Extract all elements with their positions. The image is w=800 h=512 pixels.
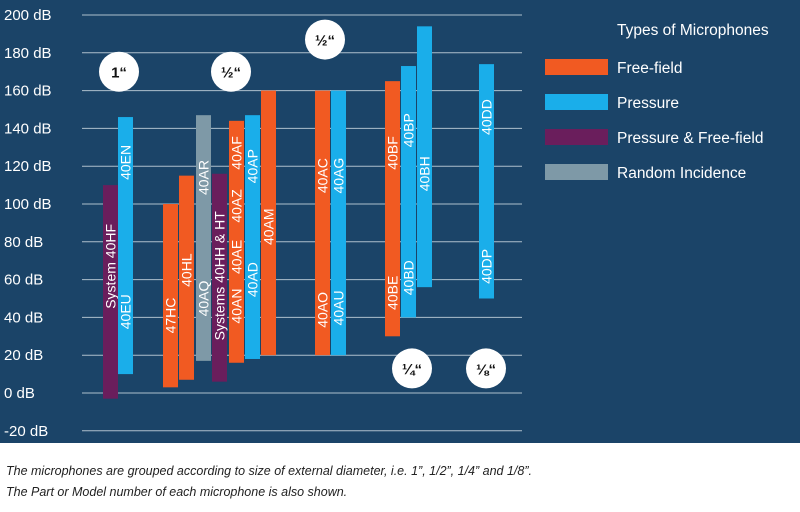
bar-40be bbox=[385, 81, 400, 337]
bar-label-40ap: 40AP bbox=[245, 149, 261, 183]
y-tick-label: 40 dB bbox=[4, 309, 43, 326]
bar-label-40au: 40AU bbox=[331, 290, 347, 325]
caption-line-2: The Part or Model number of each microph… bbox=[6, 485, 348, 499]
y-tick-label: 120 dB bbox=[4, 158, 52, 175]
bar-label-40ar: 40AR bbox=[196, 160, 212, 195]
bar-label-systems-40hh-ht: Systems 40HH & HT bbox=[212, 211, 228, 341]
bar-label-40ao: 40AO bbox=[315, 292, 331, 328]
bar-label-47hc: 47HC bbox=[163, 298, 179, 334]
size-badge-label: ¼“ bbox=[402, 361, 422, 378]
legend-label-random-incidence: Random Incidence bbox=[617, 165, 746, 182]
bar-40bd bbox=[401, 66, 416, 318]
chart-panel: 200 dB 180 dB 160 dB 140 dB 120 dB 100 dB 80 d… bbox=[0, 0, 800, 443]
bar-label-40bd: 40BD bbox=[401, 260, 417, 295]
legend-swatch-random-incidence bbox=[545, 164, 608, 180]
y-tick-label: 100 dB bbox=[4, 196, 52, 213]
y-tick-label: 200 dB bbox=[4, 7, 52, 24]
size-badge bbox=[211, 51, 251, 92]
bar-label-40ac: 40AC bbox=[315, 158, 331, 193]
bar-label-40en: 40EN bbox=[118, 145, 134, 180]
bar-label-40bf: 40BF bbox=[385, 136, 401, 169]
bar-label-40an: 40AN bbox=[229, 289, 245, 324]
bar-label-system-40hf: System 40HF bbox=[103, 224, 119, 309]
legend-swatch-free-field bbox=[545, 59, 608, 75]
y-tick-label: 60 dB bbox=[4, 272, 43, 289]
bar-40ad bbox=[245, 115, 260, 359]
bar-label-40aq: 40AQ bbox=[196, 280, 212, 316]
bar-40eu bbox=[118, 117, 133, 375]
y-tick-label: 160 dB bbox=[4, 83, 52, 100]
size-badge bbox=[392, 348, 432, 389]
size-badge bbox=[99, 51, 139, 92]
y-tick-label: 180 dB bbox=[4, 45, 52, 62]
bar-40dp bbox=[479, 64, 494, 299]
caption-line-1: The microphones are grouped according to… bbox=[6, 464, 532, 478]
bar-label-40ad: 40AD bbox=[245, 262, 261, 297]
bar-label-40dp: 40DP bbox=[479, 249, 495, 284]
y-tick-label: 0 dB bbox=[4, 385, 35, 402]
bar-40an bbox=[229, 120, 244, 363]
bar-label-40az: 40AZ bbox=[229, 189, 245, 223]
bar-label-40dd: 40DD bbox=[479, 99, 495, 135]
bar-40bh bbox=[417, 26, 432, 288]
bar-label-40eu: 40EU bbox=[118, 294, 134, 329]
bar-systems-40hh-ht bbox=[212, 173, 227, 382]
bar-label-40hl: 40HL bbox=[179, 253, 195, 287]
y-tick-label: -20 dB bbox=[4, 423, 48, 440]
size-badge-label: 1“ bbox=[111, 65, 127, 82]
legend-label-pressure: Pressure bbox=[617, 95, 679, 112]
legend-swatch-pressure-free-field bbox=[545, 129, 608, 145]
size-badge-label: ½“ bbox=[315, 33, 335, 50]
bar-40am bbox=[261, 90, 276, 356]
bar-40aq bbox=[196, 115, 211, 361]
size-badge-label: ⅛“ bbox=[476, 361, 496, 378]
bar-40au bbox=[331, 90, 346, 356]
legend-label-free-field: Free-field bbox=[617, 60, 682, 77]
bar-label-40bh: 40BH bbox=[417, 156, 433, 191]
bar-40ao bbox=[315, 90, 330, 356]
y-tick-label: 80 dB bbox=[4, 234, 43, 251]
size-badge-label: ½“ bbox=[221, 65, 241, 82]
legend-swatch-pressure bbox=[545, 94, 608, 110]
legend-label-pressure-free-field: Pressure & Free-field bbox=[617, 130, 763, 147]
y-tick-label: 140 dB bbox=[4, 120, 52, 137]
size-badge bbox=[466, 348, 506, 389]
bar-label-40ae: 40AE bbox=[229, 240, 245, 274]
bar-47hc bbox=[163, 204, 178, 388]
bar-label-40am: 40AM bbox=[261, 208, 277, 245]
bar-label-40af: 40AF bbox=[229, 136, 245, 169]
bar-40hl bbox=[179, 175, 194, 380]
size-badge bbox=[305, 19, 345, 60]
legend-title: Types of Microphones bbox=[617, 22, 769, 39]
bar-system-40hf bbox=[103, 185, 118, 399]
bar-label-40ag: 40AG bbox=[331, 158, 347, 194]
y-tick-label: 20 dB bbox=[4, 347, 43, 364]
bar-label-40be: 40BE bbox=[385, 276, 401, 310]
bar-label-40bp: 40BP bbox=[401, 113, 417, 147]
chart-caption: The microphones are grouped according to… bbox=[6, 461, 796, 503]
microphone-range-chart: 200 dB 180 dB 160 dB 140 dB 120 dB 100 dB 80 d… bbox=[4, 7, 769, 440]
